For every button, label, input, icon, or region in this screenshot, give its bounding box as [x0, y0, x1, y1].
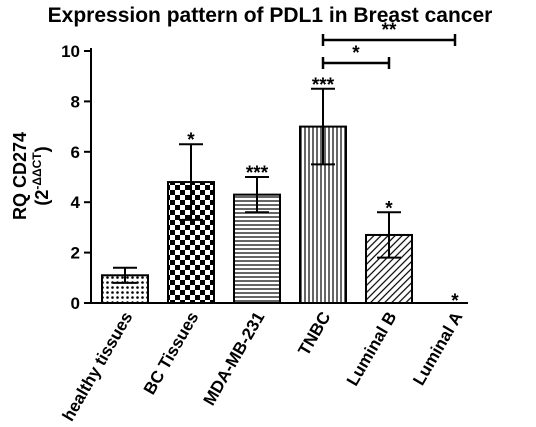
- bracket-label: **: [382, 20, 397, 41]
- y-tick-label: 8: [71, 92, 80, 111]
- y-ticks: 0 2 4 6 8 10: [61, 42, 91, 313]
- significance-label: *: [385, 198, 393, 219]
- comparison-brackets: ***: [321, 20, 457, 69]
- chart-title: Expression pattern of PDL1 in Breast can…: [48, 4, 493, 27]
- y-axis-label: RQ CD274 (2-ΔΔCT): [10, 132, 52, 220]
- x-tick-label: TNBC: [294, 309, 334, 359]
- x-tick-label: Luminal B: [343, 309, 401, 390]
- x-tick-label: BC Tissues: [140, 309, 203, 398]
- x-tick-label: healthy tissues: [59, 309, 137, 425]
- significance-label: *: [187, 130, 195, 151]
- y-tick-label: 0: [71, 294, 80, 313]
- y-tick-label: 4: [71, 193, 81, 212]
- y-tick-label: 10: [61, 42, 80, 61]
- bars: [101, 125, 413, 305]
- bracket-label: *: [352, 43, 360, 64]
- error-bars: [113, 87, 401, 284]
- x-tick-label: Luminal A: [409, 309, 466, 389]
- significance-label: ***: [312, 75, 335, 96]
- y-axis-label-line1: RQ CD274: [10, 132, 30, 220]
- y-tick-label: 2: [71, 244, 80, 263]
- x-tick-label: MDA-MB-231: [200, 309, 269, 409]
- significance-label: *: [451, 291, 459, 312]
- y-axis-label-line2: (2-ΔΔCT): [30, 146, 52, 205]
- significance-label: ***: [246, 163, 269, 184]
- significance-marks: *********: [187, 75, 459, 312]
- y-tick-label: 6: [71, 143, 80, 162]
